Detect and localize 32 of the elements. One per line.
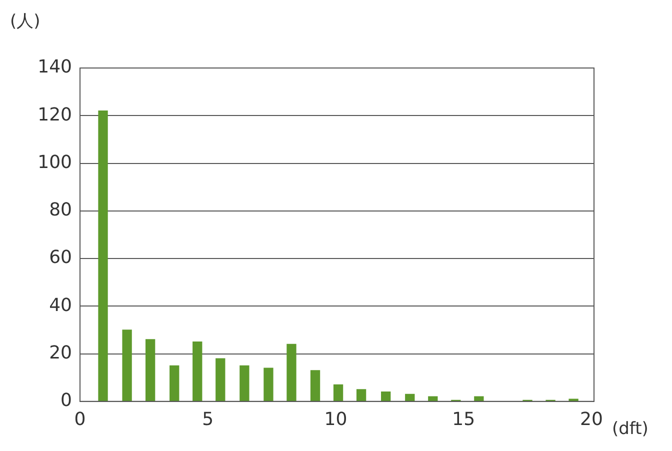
y-axis-title: (人) [10,11,40,32]
x-axis-title: (dft) [612,418,648,439]
bar [333,384,344,402]
bar [170,365,180,402]
y-tick-label: 100 [38,152,72,173]
y-tick-label: 120 [38,104,72,126]
x-tick-label: 15 [452,408,476,430]
y-tick-label: 60 [49,247,72,268]
x-tick-label: 0 [74,408,86,430]
bar [356,389,366,402]
y-tick-label: 40 [49,294,72,316]
bar [122,330,132,402]
bar [98,110,108,402]
bar [264,368,274,402]
bar [216,358,226,402]
x-tick-label: 10 [324,408,348,430]
x-tick-label: 20 [580,408,603,430]
bar [568,398,578,402]
bar [145,339,156,402]
y-tick-label: 140 [38,56,72,78]
y-tick-label: 0 [60,390,72,412]
bar [192,342,202,402]
bar [286,344,296,402]
bar [405,394,415,402]
x-tick-label: 5 [202,408,214,430]
bar [381,392,391,402]
bar [474,396,484,402]
y-tick-label: 80 [49,200,72,221]
bar [428,396,438,402]
y-tick-label: 20 [49,342,72,364]
bar [310,370,320,402]
bar [240,365,250,402]
